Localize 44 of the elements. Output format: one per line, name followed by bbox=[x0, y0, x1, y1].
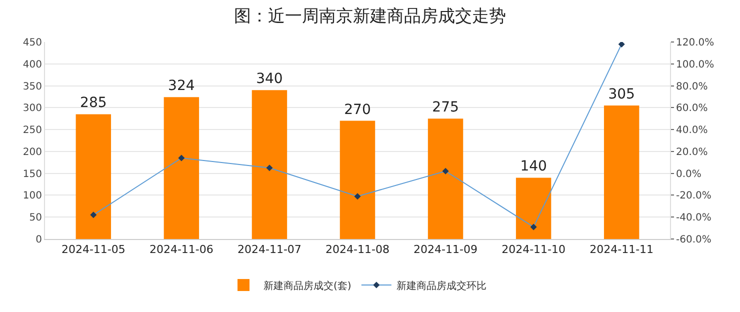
y-tick-label: 450 bbox=[22, 38, 42, 48]
y-tick-label: 250 bbox=[22, 125, 42, 136]
y2-tick-label: -60.0% bbox=[676, 234, 712, 246]
x-tick-label: 2024-11-09 bbox=[414, 243, 478, 256]
y-tick-label: 300 bbox=[22, 103, 42, 114]
y2-tick-label: -20.0% bbox=[676, 190, 712, 202]
data-label: 340 bbox=[256, 71, 283, 88]
legend-label: 新建商品房成交环比 bbox=[396, 280, 486, 292]
bar bbox=[340, 120, 376, 239]
x-tick-label: 2024-11-05 bbox=[61, 243, 126, 256]
x-tick-label: 2024-11-06 bbox=[149, 243, 214, 256]
y2-tick-label: 80.0% bbox=[676, 81, 708, 92]
y-tick-label: 50 bbox=[29, 212, 42, 224]
data-label: 324 bbox=[168, 78, 195, 94]
y-tick-label: 150 bbox=[22, 168, 42, 180]
data-label: 140 bbox=[520, 158, 547, 175]
data-label: 270 bbox=[344, 102, 371, 118]
data-label: 305 bbox=[608, 86, 635, 102]
y2-tick-label: -40.0% bbox=[676, 212, 712, 224]
y-tick-label: 100 bbox=[22, 190, 42, 202]
legend-label: 新建商品房成交(套) bbox=[264, 280, 352, 292]
bar bbox=[516, 178, 552, 239]
y2-tick-label: 40.0% bbox=[676, 125, 708, 136]
bar bbox=[604, 105, 640, 239]
y2-tick-label: 100.0% bbox=[676, 59, 714, 70]
bar bbox=[164, 97, 200, 239]
y2-tick-label: 0.0% bbox=[676, 168, 702, 180]
bar bbox=[76, 114, 112, 239]
y-tick-label: 200 bbox=[22, 146, 42, 158]
y2-tick-label: 120.0% bbox=[676, 38, 714, 48]
data-label: 275 bbox=[432, 100, 459, 116]
chart-title: 图：近一周南京新建商品房成交走势 bbox=[234, 6, 506, 26]
y-tick-label: 400 bbox=[22, 59, 42, 70]
x-tick-label: 2024-11-07 bbox=[238, 243, 302, 256]
x-tick-label: 2024-11-10 bbox=[502, 243, 566, 256]
x-tick-label: 2024-11-08 bbox=[326, 243, 390, 256]
x-tick-label: 2024-11-11 bbox=[590, 243, 654, 256]
bar bbox=[252, 90, 288, 239]
y-tick-label: 0 bbox=[36, 234, 42, 246]
y-tick-label: 350 bbox=[22, 81, 42, 92]
bar bbox=[428, 118, 464, 239]
y2-tick-label: 60.0% bbox=[676, 103, 708, 114]
data-label: 285 bbox=[80, 95, 107, 112]
y2-tick-label: 20.0% bbox=[676, 146, 708, 158]
